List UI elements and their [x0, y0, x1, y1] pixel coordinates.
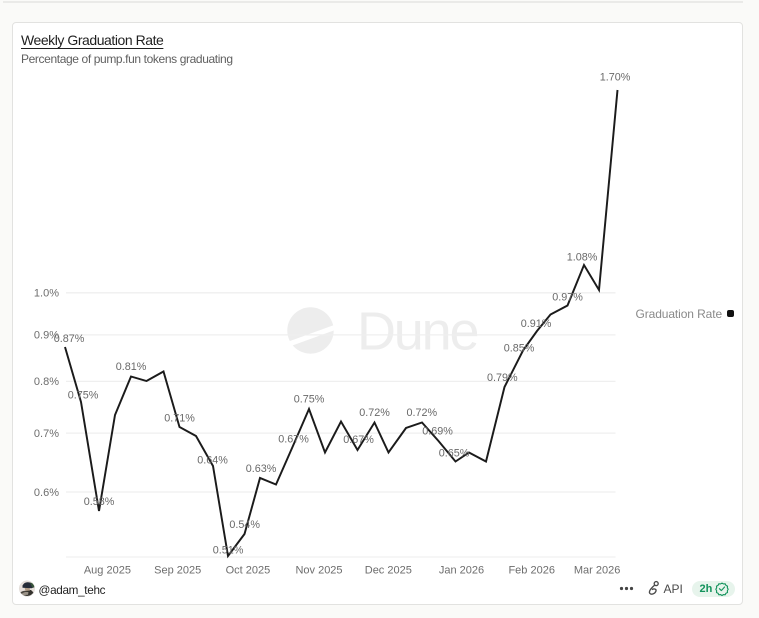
svg-text:Nov 2025: Nov 2025 [295, 565, 342, 577]
svg-text:Jan 2026: Jan 2026 [439, 565, 484, 577]
svg-text:0.91%: 0.91% [521, 318, 552, 330]
svg-text:0.65%: 0.65% [439, 447, 470, 459]
svg-text:0.87%: 0.87% [54, 333, 85, 345]
svg-text:0.64%: 0.64% [197, 454, 228, 466]
svg-text:Feb 2026: Feb 2026 [508, 565, 554, 577]
svg-text:0.72%: 0.72% [359, 407, 390, 419]
svg-text:0.54%: 0.54% [229, 519, 260, 531]
svg-text:Mar 2026: Mar 2026 [574, 565, 620, 577]
svg-text:0.6%: 0.6% [34, 487, 59, 499]
svg-text:Dec 2025: Dec 2025 [365, 565, 412, 577]
svg-text:0.9%: 0.9% [34, 330, 59, 342]
svg-text:0.7%: 0.7% [34, 428, 59, 440]
svg-text:Sep 2025: Sep 2025 [154, 565, 201, 577]
svg-text:0.51%: 0.51% [213, 544, 244, 556]
svg-text:0.8%: 0.8% [34, 376, 59, 388]
svg-text:0.79%: 0.79% [487, 372, 518, 384]
svg-text:0.72%: 0.72% [406, 407, 437, 419]
svg-text:0.75%: 0.75% [68, 389, 99, 401]
svg-text:0.71%: 0.71% [164, 412, 195, 424]
svg-text:0.67%: 0.67% [278, 433, 309, 445]
svg-text:1.08%: 1.08% [567, 251, 598, 263]
svg-text:0.97%: 0.97% [552, 291, 583, 303]
svg-text:0.67%: 0.67% [343, 434, 374, 446]
svg-text:1.70%: 1.70% [600, 71, 631, 83]
svg-text:Dune: Dune [357, 302, 477, 362]
svg-text:0.81%: 0.81% [116, 361, 147, 373]
svg-text:0.63%: 0.63% [246, 463, 277, 475]
svg-text:0.58%: 0.58% [84, 496, 115, 508]
svg-text:0.69%: 0.69% [422, 425, 453, 437]
svg-text:Aug 2025: Aug 2025 [84, 565, 131, 577]
svg-text:0.75%: 0.75% [294, 393, 325, 405]
svg-text:0.85%: 0.85% [504, 342, 535, 354]
svg-text:1.0%: 1.0% [34, 288, 59, 300]
svg-text:Oct 2025: Oct 2025 [226, 565, 271, 577]
